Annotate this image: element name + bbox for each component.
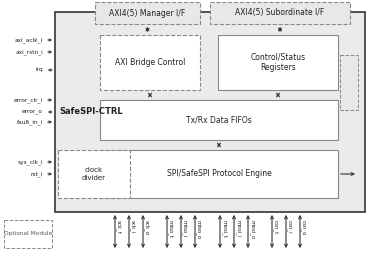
- Bar: [100, 100, 338, 140]
- Bar: [95, 2, 200, 24]
- Bar: [100, 35, 200, 90]
- Text: mosi_t: mosi_t: [221, 220, 227, 238]
- Text: csn_o: csn_o: [301, 220, 306, 235]
- Text: AXI4(5) Subordinate I/F: AXI4(5) Subordinate I/F: [235, 9, 325, 18]
- Text: error_clr_i: error_clr_i: [14, 97, 43, 103]
- Text: Tx/Rx Data FIFOs: Tx/Rx Data FIFOs: [186, 116, 252, 125]
- Text: Optional Module: Optional Module: [4, 232, 52, 236]
- Text: AXI Bridge Control: AXI Bridge Control: [115, 58, 185, 67]
- Bar: [218, 35, 338, 90]
- Bar: [340, 55, 358, 110]
- Text: axi_rstn_i: axi_rstn_i: [15, 49, 43, 55]
- Bar: [58, 150, 130, 198]
- Text: SafeSPI-CTRL: SafeSPI-CTRL: [59, 107, 123, 117]
- Text: fault_in_i: fault_in_i: [17, 119, 43, 125]
- Text: miso_o: miso_o: [196, 220, 202, 239]
- Text: rst_i: rst_i: [31, 171, 43, 177]
- Bar: [55, 12, 365, 212]
- Bar: [4, 220, 52, 248]
- Bar: [210, 2, 350, 24]
- Text: irq: irq: [35, 68, 43, 73]
- Text: csn_t: csn_t: [273, 220, 279, 234]
- Text: sck_t: sck_t: [116, 220, 122, 234]
- Text: sys_clk_i: sys_clk_i: [17, 159, 43, 165]
- Text: miso_i: miso_i: [182, 220, 188, 238]
- Text: miso_t: miso_t: [168, 220, 174, 238]
- Text: AXI4(5) Manager I/F: AXI4(5) Manager I/F: [109, 9, 186, 18]
- Text: mosi_i: mosi_i: [235, 220, 241, 238]
- Text: sck_i: sck_i: [130, 220, 136, 233]
- Text: SPI/SafeSPI Protocol Engine: SPI/SafeSPI Protocol Engine: [167, 169, 271, 178]
- Text: clock
divider: clock divider: [82, 168, 106, 181]
- Text: mosi_o: mosi_o: [249, 220, 255, 239]
- Bar: [100, 150, 338, 198]
- Text: error_o: error_o: [22, 110, 43, 114]
- Text: axi_aclk_i: axi_aclk_i: [15, 37, 43, 43]
- Text: csn_i: csn_i: [287, 220, 293, 234]
- Text: Control/Status
Registers: Control/Status Registers: [251, 53, 306, 72]
- Text: sck_o: sck_o: [144, 220, 150, 235]
